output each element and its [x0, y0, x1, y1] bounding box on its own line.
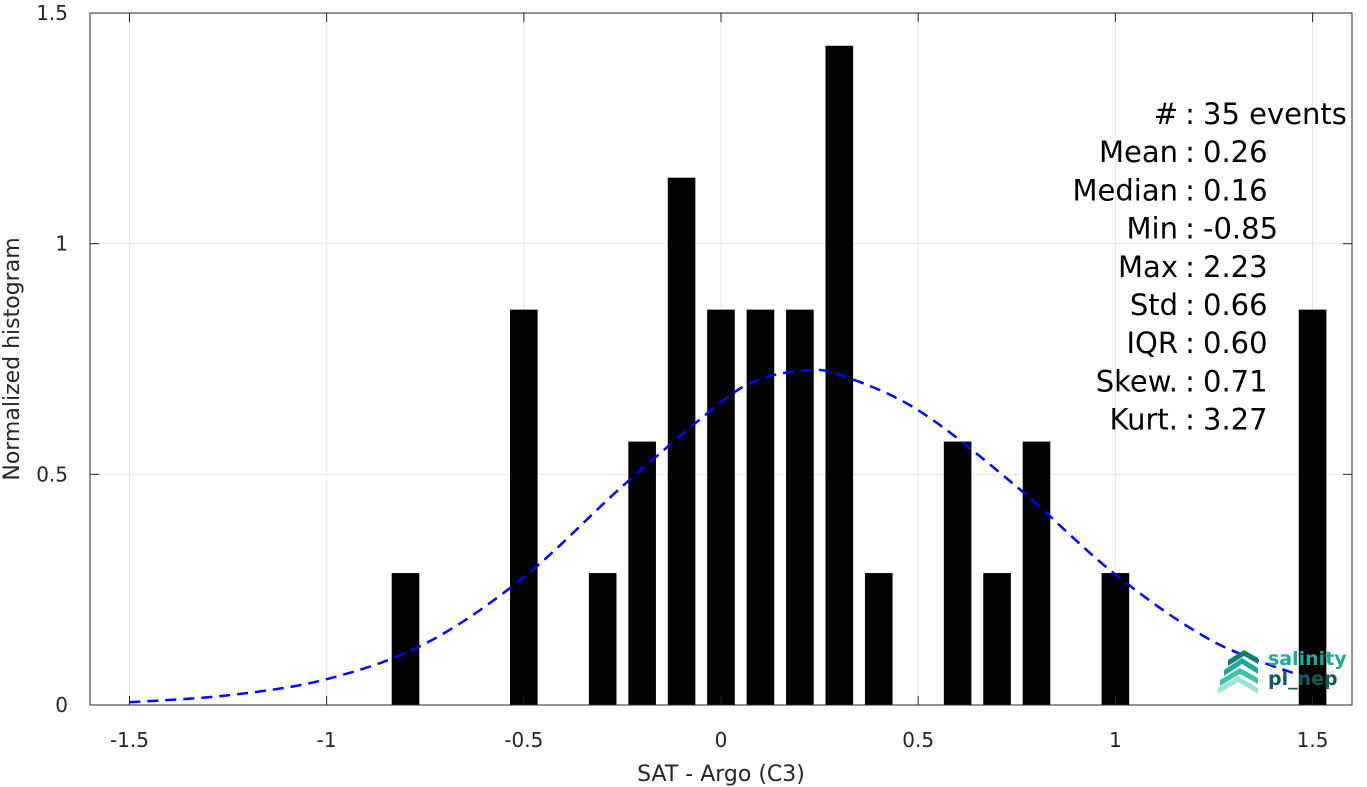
stat-value: 3.27: [1203, 403, 1268, 437]
stat-value: 2.23: [1203, 250, 1268, 284]
stat-value: 0.16: [1203, 173, 1268, 207]
salinity-pipeline-logo-icon: [1218, 650, 1258, 694]
stat-separator: :: [1185, 173, 1195, 207]
y-tick-label: 1: [55, 232, 68, 256]
x-axis-label: SAT - Argo (C3): [637, 762, 805, 787]
stat-row: Min: -0.85: [1127, 212, 1279, 246]
stat-value: 0.66: [1203, 288, 1268, 322]
histogram-bar: [510, 309, 538, 705]
stat-row: Max:2.23: [1118, 250, 1268, 284]
stat-separator: :: [1185, 403, 1195, 437]
stat-separator: :: [1185, 364, 1195, 398]
stat-value: 0.26: [1203, 135, 1268, 169]
histogram-bar: [1101, 573, 1130, 705]
x-tick-label: -1.5: [110, 728, 149, 752]
x-tick-label: 1: [1109, 728, 1122, 752]
stat-separator: :: [1185, 135, 1195, 169]
stat-label: Median: [1073, 173, 1178, 207]
stat-row: Mean:0.26: [1099, 135, 1268, 169]
histogram-bar: [707, 309, 735, 705]
stat-value: 35 events: [1203, 97, 1347, 131]
y-tick-label: 1.5: [36, 1, 68, 25]
stat-value: -0.85: [1203, 212, 1278, 246]
histogram-bars: [391, 45, 1327, 706]
histogram-bar: [786, 309, 814, 705]
x-tick-label: 0.5: [902, 728, 934, 752]
normal-fit-curve: [129, 368, 1314, 704]
histogram-bar: [391, 573, 420, 705]
histogram-bar: [864, 573, 893, 705]
histogram-bar: [746, 309, 775, 705]
y-axis-ticks: 0 0.5 1 1.5: [36, 1, 1352, 717]
stat-row: Kurt.:3.27: [1110, 403, 1268, 437]
stat-separator: :: [1185, 97, 1195, 131]
stat-separator: :: [1185, 326, 1195, 360]
stat-value: 0.60: [1203, 326, 1268, 360]
x-tick-label: -1: [317, 728, 337, 752]
stat-row: Skew.:0.71: [1096, 364, 1268, 398]
stat-label: Max: [1118, 250, 1178, 284]
stat-row: #:35 events: [1154, 97, 1347, 131]
y-axis-label: Normalized histogram: [0, 237, 25, 480]
stat-separator: :: [1185, 288, 1195, 322]
stat-label: Std: [1130, 288, 1178, 322]
histogram-bar: [1298, 309, 1327, 705]
stat-separator: :: [1185, 250, 1195, 284]
histogram-bar: [943, 441, 972, 705]
histogram-bar: [588, 573, 617, 705]
stat-row: Median:0.16: [1073, 173, 1268, 207]
stat-value: 0.71: [1203, 364, 1268, 398]
x-tick-label: 0: [715, 728, 728, 752]
stat-label: Skew.: [1096, 364, 1178, 398]
logo-text-line2: pl_nep: [1268, 668, 1338, 690]
x-axis-ticks: -1.5 -1 -0.5 0 0.5 1 1.5: [110, 13, 1329, 752]
x-tick-label: -0.5: [504, 728, 543, 752]
stat-separator: :: [1185, 212, 1195, 246]
stat-label: Mean: [1099, 135, 1178, 169]
histogram-bar: [628, 441, 656, 705]
stat-label: Min: [1127, 212, 1178, 246]
histogram-bar: [667, 177, 696, 706]
stat-label: #: [1154, 97, 1178, 131]
y-tick-label: 0: [55, 693, 68, 717]
logo-text-line1: salinity: [1268, 648, 1347, 670]
stat-row: IQR:0.60: [1126, 326, 1267, 360]
stat-label: Kurt.: [1110, 403, 1178, 437]
stat-label: IQR: [1126, 326, 1178, 360]
salinity-pipeline-logo: salinity pl_nep: [1218, 648, 1347, 694]
y-tick-label: 0.5: [36, 462, 68, 486]
histogram-bar: [983, 573, 1011, 705]
x-tick-label: 1.5: [1297, 728, 1329, 752]
stat-row: Std:0.66: [1130, 288, 1268, 322]
histogram-bar: [1022, 441, 1051, 705]
